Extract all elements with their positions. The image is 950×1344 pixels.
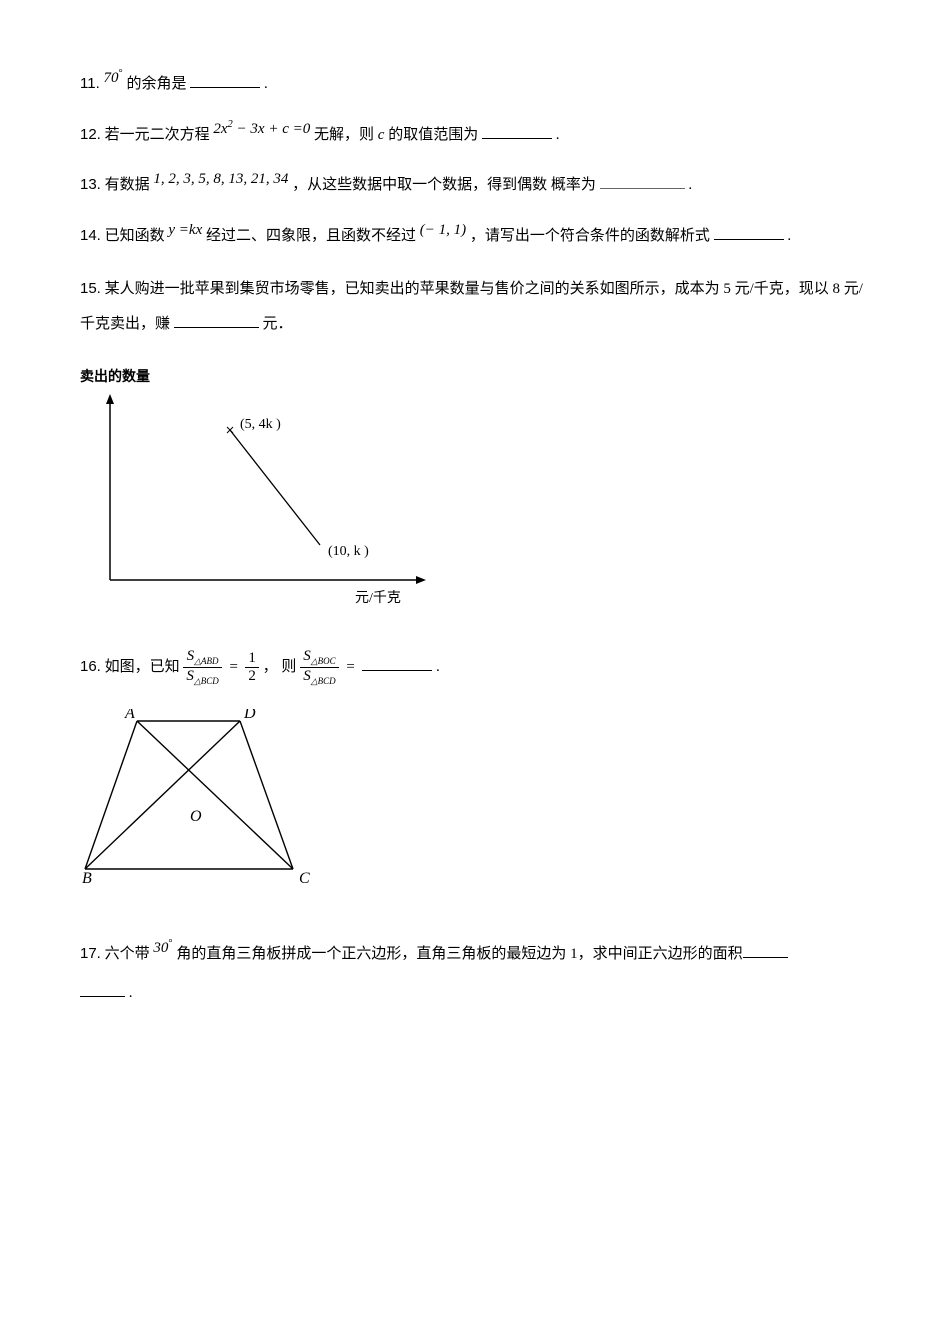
q14-func: y =kx (168, 222, 206, 238)
q11-blank[interactable] (190, 72, 260, 88)
q12-x1: x (221, 121, 228, 137)
q13-text-a: 有数据 (105, 177, 150, 193)
q12-text-a: 若一元二次方程 (105, 127, 210, 143)
q16-text-a: 如图，已知 (105, 659, 184, 675)
problem-16: 16. 如图，已知 S△ABD S△BCD = 1 2 ， 则 S△BOC S△… (80, 648, 870, 687)
q16-frac2: 1 2 (245, 650, 259, 684)
q16-f1-top-sub: △ABD (194, 656, 218, 666)
q16-f3-top-sub: △BOC (311, 656, 336, 666)
q13-data: 1, 2, 3, 5, 8, 13, 21, 34 (153, 171, 288, 187)
q17-deg: ° (168, 938, 172, 949)
q17-ang-wrap: 30° (153, 940, 172, 956)
q16-f2-top: 1 (245, 650, 259, 668)
problem-11: 11. 70° 的余角是 . (80, 70, 870, 99)
svg-text:(10, k ): (10, k ) (328, 544, 369, 559)
q12-b: − 3 (233, 121, 258, 137)
q14-eq: = (175, 222, 189, 238)
q12-expr: 2x2 − 3x + c =0 (213, 121, 314, 137)
q15-text-b: 元． (263, 316, 293, 332)
q16-f1-bot-s: S (186, 668, 194, 684)
q12-x2: x (258, 121, 265, 137)
problem-17: 17. 六个带 30° 角的直角三角板拼成一个正六边形，直角三角板的最短边为 1… (80, 934, 870, 1013)
svg-text:D: D (243, 709, 256, 722)
q15-chart-ylabel: 卖出的数量 (80, 363, 870, 390)
q12-coef: 2 (213, 121, 221, 137)
q17-ang: 30 (153, 940, 168, 956)
q11-angle-expr: 70° (104, 70, 127, 86)
q11-degree: ° (119, 68, 123, 79)
q13-number: 13. (80, 176, 101, 193)
q16-figure-svg: A D B C O (80, 709, 310, 884)
q16-eq2: = (342, 659, 358, 675)
q12-c: c (282, 121, 289, 137)
q14-text-a: 已知函数 (105, 228, 165, 244)
svg-text:B: B (82, 870, 92, 884)
q17-blank-1[interactable] (743, 942, 788, 958)
q12-number: 12. (80, 126, 101, 143)
problem-13: 13. 有数据 1, 2, 3, 5, 8, 13, 21, 34 ，从这些数据… (80, 171, 870, 200)
q16-f3-top-s: S (303, 648, 311, 664)
q15-blank[interactable] (174, 312, 259, 328)
q13-text-b: ，从这些数据中取一个数据，得到偶数 概率为 (292, 177, 596, 193)
q11-number: 11. (80, 75, 100, 92)
svg-text:(5, 4k ): (5, 4k ) (240, 417, 281, 432)
q12-blank[interactable] (482, 123, 552, 139)
q14-text-c: ，请写出一个符合条件的函数解析式 (470, 228, 710, 244)
q16-figure: A D B C O (80, 709, 870, 895)
q17-text-c: . (129, 985, 133, 1001)
problem-14: 14. 已知函数 y =kx 经过二、四象限，且函数不经过 (− 1, 1) ，… (80, 222, 870, 251)
q16-f2-bot: 2 (245, 668, 259, 685)
q14-point: (− 1, 1) (420, 222, 466, 238)
q12-plus: + (265, 121, 283, 137)
q16-blank[interactable] (362, 655, 432, 671)
q12-cvar: c (378, 127, 385, 143)
q12-eq: = (289, 121, 303, 137)
q12-text-c: 的取值范围为 (388, 127, 478, 143)
q13-blank[interactable] (600, 173, 685, 189)
q16-number: 16. (80, 658, 101, 675)
q14-k: k (189, 222, 196, 238)
q14-blank[interactable] (714, 224, 784, 240)
q16-text-b: ， 则 (263, 659, 301, 675)
q12-text-d: . (556, 127, 560, 143)
problem-12: 12. 若一元二次方程 2x2 − 3x + c =0 无解，则 c 的取值范围… (80, 121, 870, 150)
q15-chart-svg: (5, 4k ) (10, k ) 元/千克 (80, 390, 440, 620)
q16-frac1: S△ABD S△BCD (183, 648, 221, 687)
q17-text-b: 角的直角三角板拼成一个正六边形，直角三角板的最短边为 1，求中间正六边形的面积 (173, 946, 743, 962)
q16-f1-bot-sub: △BCD (194, 676, 219, 686)
q12-text-b: 无解，则 (314, 127, 378, 143)
q15-number: 15. (80, 280, 101, 297)
svg-text:C: C (299, 870, 310, 884)
q16-eq1: = (226, 659, 242, 675)
q14-number: 14. (80, 227, 101, 244)
q17-text-a: 六个带 (105, 946, 154, 962)
problem-15: 15. 某人购进一批苹果到集贸市场零售，已知卖出的苹果数量与售价之间的关系如图所… (80, 272, 870, 341)
q16-f3-bot-sub: △BCD (311, 676, 336, 686)
svg-text:A: A (124, 709, 135, 722)
q16-text-c: . (436, 659, 440, 675)
q17-blank-2[interactable] (80, 981, 125, 997)
q13-text-c: . (688, 177, 692, 193)
q17-number: 17. (80, 945, 101, 962)
q14-text-b: 经过二、四象限，且函数不经过 (206, 228, 416, 244)
svg-text:元/千克: 元/千克 (355, 590, 401, 606)
q16-f3-bot-s: S (303, 668, 311, 684)
q14-x: x (196, 222, 203, 238)
q16-f1-top-s: S (187, 648, 195, 664)
q15-chart: 卖出的数量 (5, 4k ) (10, k ) 元/千克 (80, 363, 870, 630)
q12-zero: 0 (303, 121, 311, 137)
q11-text-b: . (264, 76, 268, 92)
q11-text-a: 的余角是 (126, 76, 186, 92)
svg-text:O: O (190, 808, 202, 825)
q16-frac3: S△BOC S△BCD (300, 648, 338, 687)
q14-text-d: . (787, 228, 791, 244)
q11-angle-value: 70 (104, 70, 119, 86)
